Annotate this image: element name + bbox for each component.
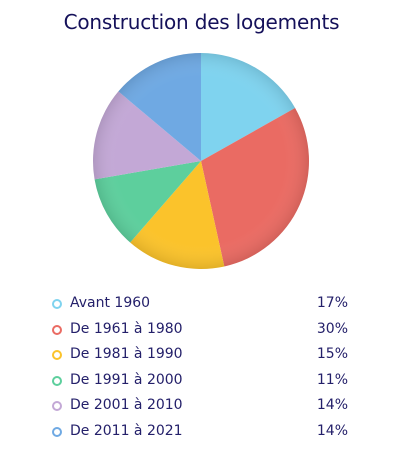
legend-item: De 1961 à 1980 30% bbox=[52, 320, 348, 346]
legend-value: 30% bbox=[316, 320, 348, 337]
legend-item: De 2001 à 2010 14% bbox=[52, 396, 348, 422]
legend-label: Avant 1960 bbox=[70, 295, 151, 311]
legend-label: De 2001 à 2010 bbox=[70, 397, 183, 413]
legend-marker bbox=[52, 375, 62, 386]
legend-marker bbox=[52, 426, 62, 437]
chart-title: Construction des logements bbox=[63, 10, 340, 34]
legend-value: 14% bbox=[316, 397, 348, 413]
legend-marker bbox=[52, 324, 62, 335]
legend-value: 11% bbox=[316, 371, 348, 388]
legend-item: De 1991 à 2000 11% bbox=[52, 371, 348, 397]
legend-item: De 1981 à 1990 15% bbox=[52, 345, 348, 371]
legend-label: De 1981 à 1990 bbox=[70, 346, 183, 362]
legend-value: 14% bbox=[316, 422, 348, 439]
legend-item: De 2011 à 2021 14% bbox=[52, 422, 348, 448]
legend-marker bbox=[52, 401, 62, 411]
legend-marker bbox=[52, 350, 62, 360]
legend-value: 15% bbox=[316, 346, 348, 362]
legend-label: De 2011 à 2021 bbox=[70, 422, 183, 439]
legend: Avant 1960 17% De 1961 à 1980 30% De 1981 à … bbox=[52, 294, 348, 447]
pie-chart bbox=[93, 53, 309, 269]
legend-label: De 1991 à 2000 bbox=[70, 371, 183, 388]
legend-marker bbox=[52, 299, 62, 309]
legend-item: Avant 1960 17% bbox=[52, 294, 348, 320]
legend-value: 17% bbox=[316, 295, 348, 311]
legend-label: De 1961 à 1980 bbox=[70, 320, 183, 337]
